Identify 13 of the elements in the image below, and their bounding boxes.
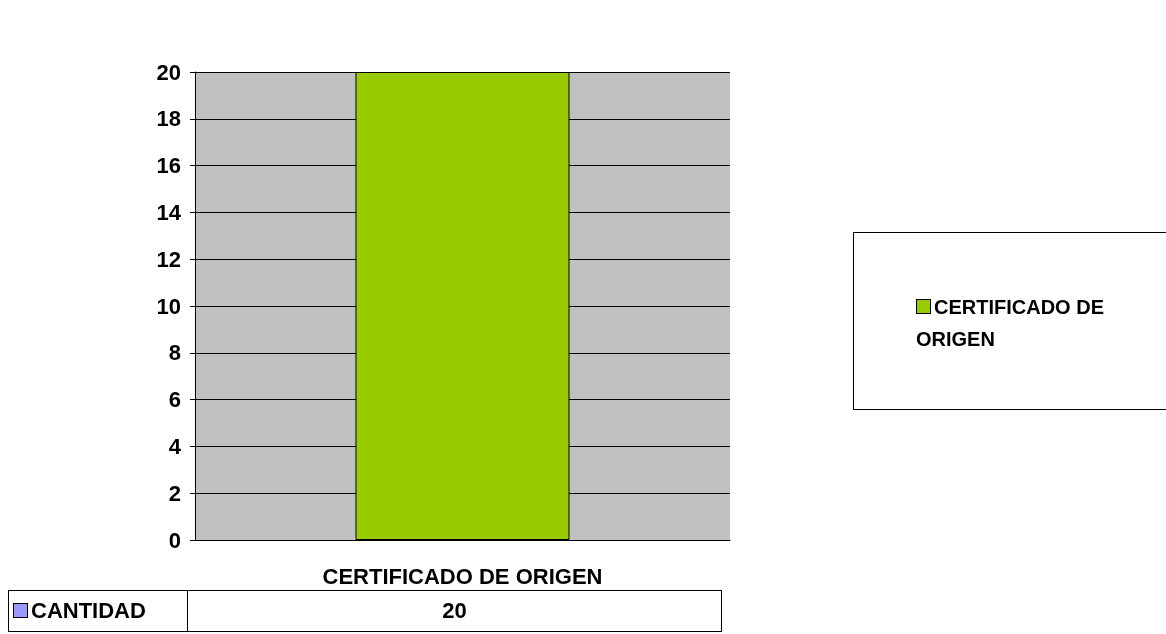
legend-label: CERTIFICADO DE ORIGEN (916, 295, 1105, 352)
y-tick-label: 12 (156, 246, 181, 272)
y-tick-label: 2 (168, 480, 181, 506)
y-tick-label: 0 (168, 527, 181, 553)
y-tick-label: 14 (156, 199, 182, 225)
y-tick-label: 8 (168, 340, 181, 366)
y-tick-label: 10 (156, 293, 181, 319)
y-tick-label: 4 (168, 433, 182, 459)
text: CANTIDAD (8, 590, 188, 632)
y-tick-label: 20 (156, 59, 181, 85)
y-tick-label: 6 (168, 387, 181, 413)
y-tick-label: 16 (156, 153, 181, 179)
y-tick-label: 18 (156, 106, 181, 132)
